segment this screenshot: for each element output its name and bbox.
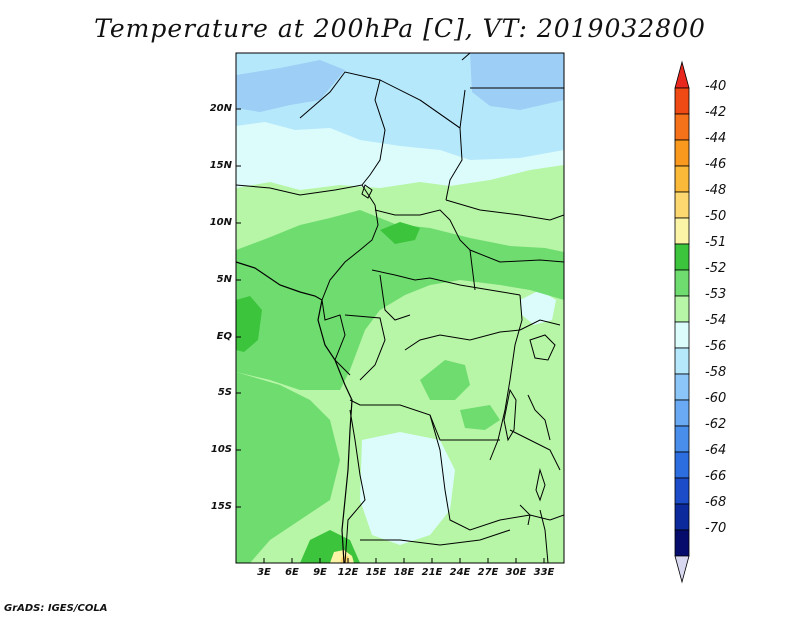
- colorbar-arrow-up: [674, 60, 690, 89]
- lon-label-27e: 27E: [477, 567, 499, 578]
- colorbar-label: -53: [705, 287, 727, 302]
- lon-label-3e: 3E: [257, 567, 271, 578]
- colorbar-label: -54: [705, 313, 727, 328]
- colorbar-label: -58: [705, 365, 727, 380]
- colorbar-segment: [674, 87, 690, 115]
- lon-label-6e: 6E: [285, 567, 299, 578]
- lat-label-15s: 15S: [210, 501, 232, 512]
- lat-label-eq: EQ: [216, 331, 232, 342]
- colorbar-label: -51: [705, 235, 727, 250]
- colorbar-label: -46: [705, 157, 727, 172]
- lon-label-18e: 18E: [393, 567, 415, 578]
- lon-label-24e: 24E: [449, 567, 471, 578]
- colorbar: [674, 60, 690, 584]
- colorbar-label: -66: [705, 469, 727, 484]
- colorbar-segment: [674, 477, 690, 505]
- lon-label-30e: 30E: [505, 567, 527, 578]
- colorbar-arrow-down: [674, 555, 690, 584]
- lon-label-12e: 12E: [337, 567, 359, 578]
- lon-label-9e: 9E: [313, 567, 327, 578]
- map-title: Temperature at 200hPa [C], VT: 201903280…: [94, 14, 706, 43]
- colorbar-segment: [674, 243, 690, 271]
- colorbar-label: -56: [705, 339, 727, 354]
- lat-label-5s: 5S: [217, 387, 232, 398]
- colorbar-segment: [674, 295, 690, 323]
- temperature-field: [236, 53, 564, 563]
- colorbar-label: -44: [705, 131, 727, 146]
- colorbar-segment: [674, 139, 690, 167]
- colorbar-label: -52: [705, 261, 727, 276]
- colorbar-segment: [674, 165, 690, 193]
- colorbar-segment: [674, 191, 690, 219]
- colorbar-segment: [674, 373, 690, 401]
- colorbar-segment: [674, 451, 690, 479]
- lakes: [361, 184, 556, 526]
- map-frame: [235, 52, 565, 564]
- lat-label-5n: 5N: [216, 274, 232, 285]
- lat-label-20n: 20N: [209, 103, 232, 114]
- lon-label-15e: 15E: [365, 567, 387, 578]
- lat-label-15n: 15N: [209, 160, 232, 171]
- lat-label-10n: 10N: [209, 217, 232, 228]
- colorbar-label: -42: [705, 105, 727, 120]
- lon-label-33e: 33E: [533, 567, 555, 578]
- colorbar-segment: [674, 269, 690, 297]
- lat-ticks: [236, 108, 241, 508]
- colorbar-segment: [674, 321, 690, 349]
- lat-label-10s: 10S: [210, 444, 232, 455]
- coastline: [235, 261, 353, 564]
- colorbar-label: -48: [705, 183, 727, 198]
- colorbar-segment: [674, 503, 690, 531]
- colorbar-label: -70: [705, 521, 727, 536]
- colorbar-label: -60: [705, 391, 727, 406]
- colorbar-label: -64: [705, 443, 727, 458]
- colorbar-segment: [674, 347, 690, 375]
- lon-ticks: [263, 558, 545, 563]
- lon-label-21e: 21E: [421, 567, 443, 578]
- colorbar-label: -50: [705, 209, 727, 224]
- colorbar-segment: [674, 425, 690, 453]
- colorbar-segment: [674, 217, 690, 245]
- colorbar-label: -62: [705, 417, 727, 432]
- colorbar-segment: [674, 529, 690, 557]
- colorbar-segment: [674, 113, 690, 141]
- colorbar-label: -68: [705, 495, 727, 510]
- colorbar-label: -40: [705, 79, 727, 94]
- colorbar-segment: [674, 399, 690, 427]
- footer-credit: GrADS: IGES/COLA: [4, 603, 108, 614]
- country-borders: [236, 53, 564, 563]
